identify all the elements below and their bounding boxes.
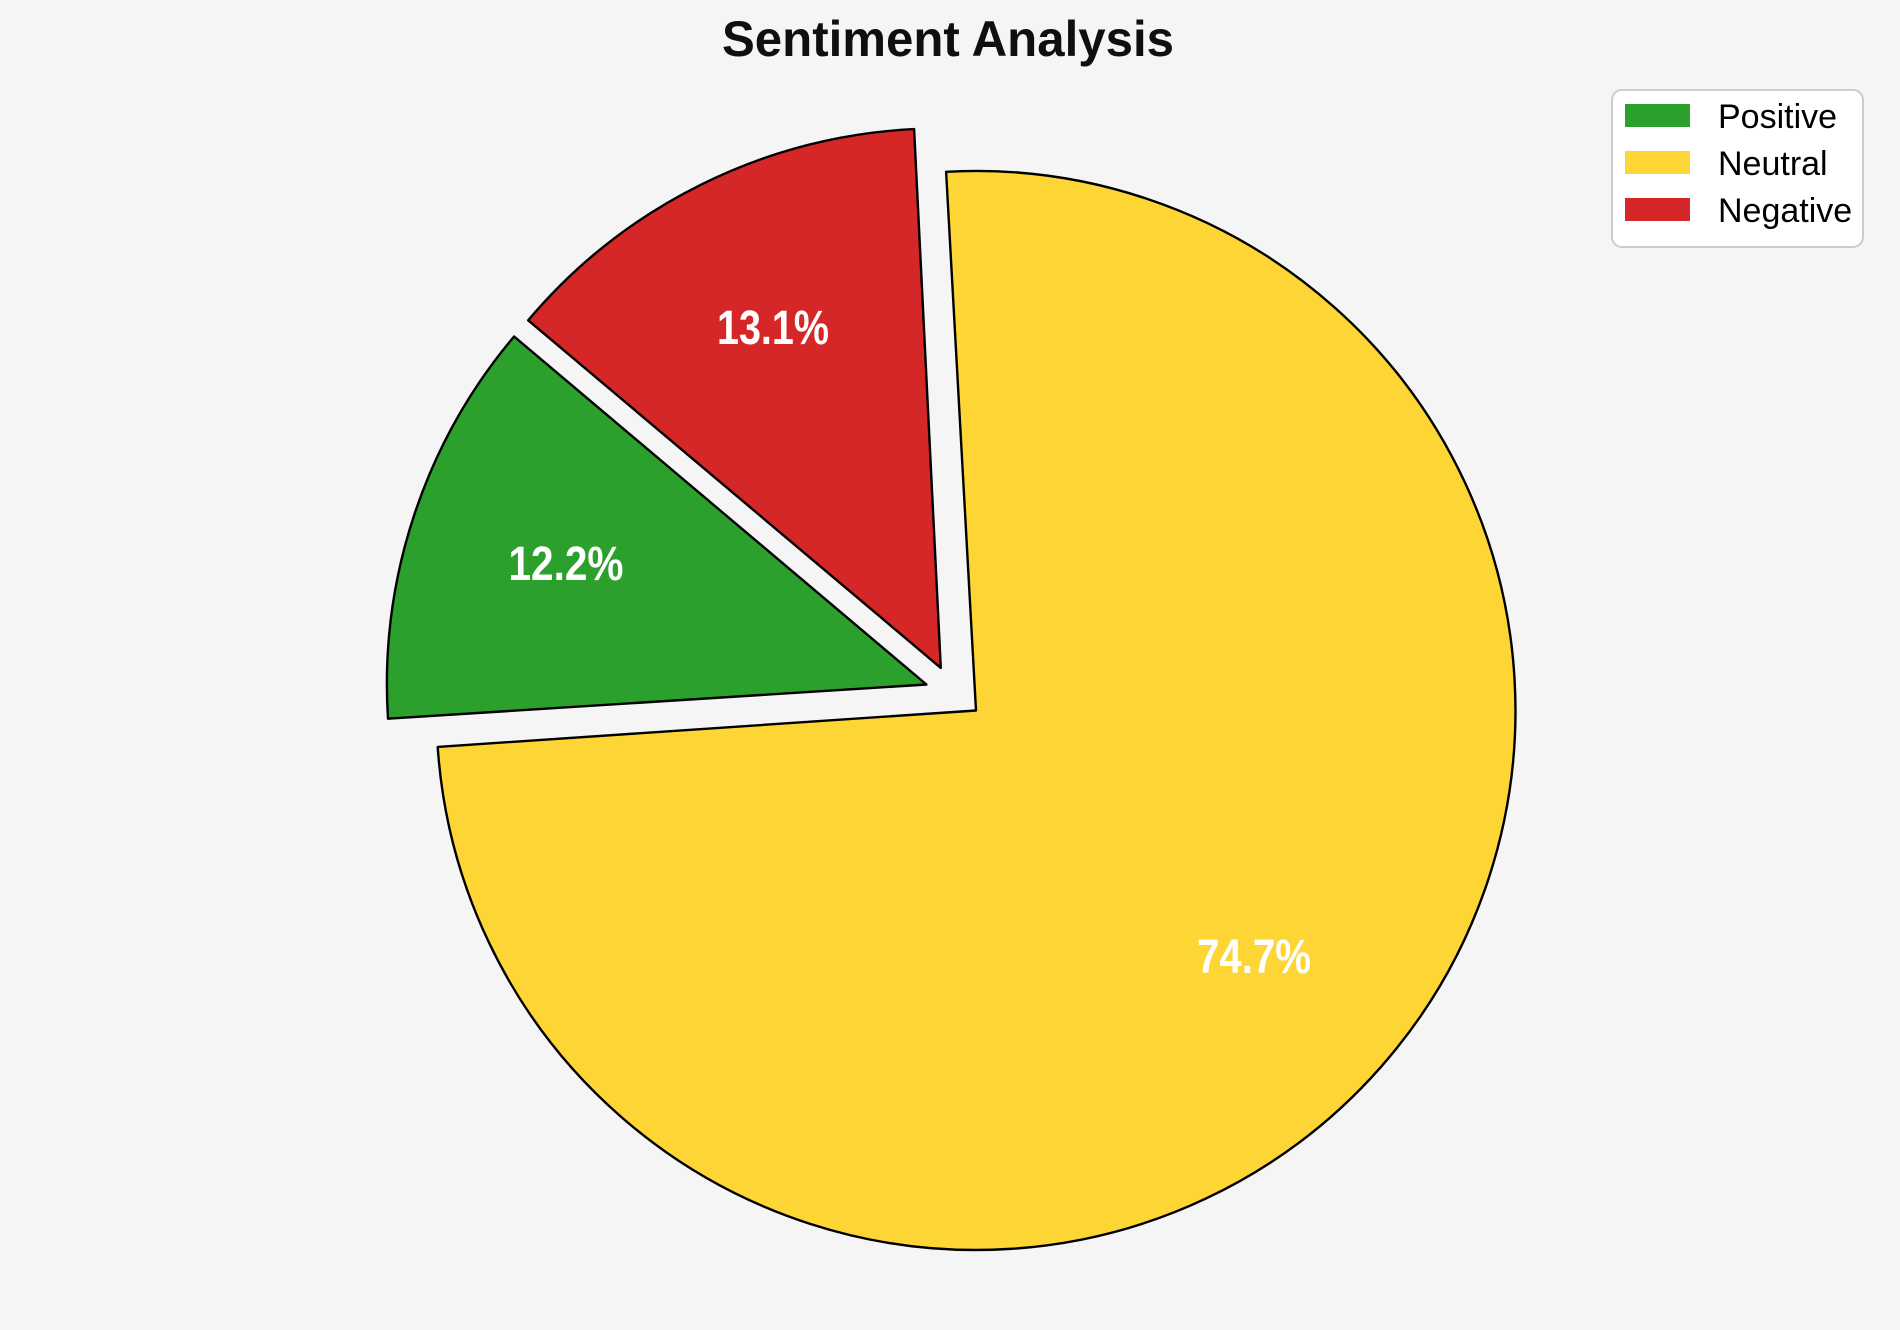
svg-text:12.2%: 12.2% (509, 537, 624, 591)
svg-text:13.1%: 13.1% (717, 301, 829, 355)
svg-text:Negative: Negative (1718, 192, 1852, 230)
svg-text:Sentiment Analysis: Sentiment Analysis (722, 10, 1174, 67)
svg-text:Positive: Positive (1718, 98, 1837, 136)
svg-text:74.7%: 74.7% (1197, 930, 1311, 984)
svg-text:Neutral: Neutral (1718, 145, 1828, 183)
